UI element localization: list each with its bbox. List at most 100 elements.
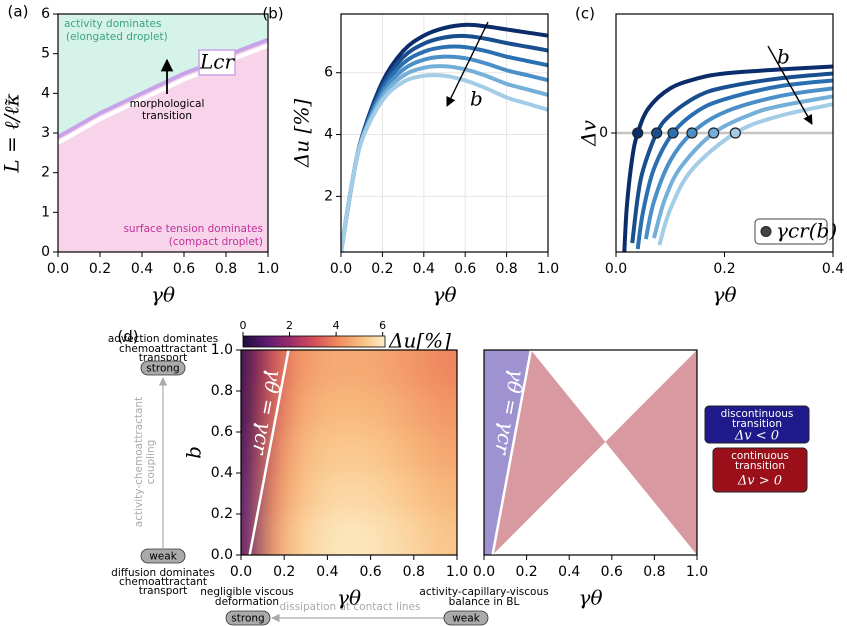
heatmap-cell: [284, 432, 307, 474]
heatmap-cell: [349, 391, 372, 433]
y-tick-label: 0: [599, 125, 608, 141]
heatmap-cell: [241, 350, 264, 392]
heatmap-cell: [349, 514, 372, 555]
boundary-line: [248, 350, 290, 555]
region-right: [492, 350, 697, 555]
x-tick-label: 0.0: [605, 261, 627, 277]
colorbar-tick-label: 4: [333, 319, 340, 332]
heatmap-cell: [413, 391, 436, 433]
heatmap-cell: [241, 514, 264, 555]
heatmap-cell: [241, 473, 264, 515]
annotation: b: [777, 45, 790, 69]
annotation: morphological: [130, 98, 205, 110]
colorbar-tick-label: 2: [286, 319, 293, 332]
annotation: advection dominates: [108, 333, 218, 345]
heatmap-cell: [284, 350, 307, 392]
annotation: b: [470, 87, 483, 111]
b-arrow: [767, 45, 813, 125]
x-tick-label: 0.6: [359, 564, 381, 580]
heatmap-cell: [284, 391, 307, 433]
heatmap-cell: [392, 391, 415, 433]
annotation: transition: [142, 110, 192, 122]
x-tick-label: 0.2: [713, 261, 735, 277]
annotation: dissipation at contact lines: [280, 601, 421, 613]
annotation: chemoattractant: [119, 576, 207, 588]
heatmap-cell: [413, 350, 436, 392]
y-tick-label: 5: [41, 46, 50, 62]
heatmap-cell: [435, 473, 457, 515]
y-axis-label: L = ℓ/ℓ̃κ: [0, 93, 24, 173]
x-tick-label: 0.0: [330, 261, 352, 277]
axes-frame: [340, 13, 549, 253]
annotation: activity-capillary-viscous: [419, 586, 548, 598]
x-tick-label: 0.4: [413, 261, 435, 277]
heatmap-cell: [241, 391, 264, 433]
heatmap-cell: [284, 473, 307, 515]
heatmap-cell: [413, 473, 436, 515]
x-tick-label: 0.2: [515, 564, 537, 580]
plot-area: [58, 14, 268, 252]
pill-label: weak: [452, 613, 480, 625]
heatmap-cell: [327, 432, 350, 474]
annotation: diffusion dominates: [111, 567, 215, 579]
legend-label: Δv < 0: [734, 429, 779, 444]
x-tick-label: 1.0: [537, 261, 559, 277]
plot-area: [484, 350, 697, 555]
y-tick-label: 0.2: [211, 506, 233, 522]
y-tick-label: 1.0: [211, 342, 233, 358]
panel-label: (d): [117, 328, 138, 346]
axes-frame: [483, 349, 698, 556]
pill-label: strong: [146, 363, 179, 375]
x-tick-label: 1.0: [686, 564, 708, 580]
colorbar-label: Δu[%]: [388, 329, 451, 353]
critical-point: [686, 127, 698, 139]
heatmap-cell: [392, 432, 415, 474]
annotation: negligible viscous: [200, 586, 294, 598]
heatmap-cell: [435, 514, 457, 555]
curve-label-box: [198, 49, 236, 76]
x-tick-label: 0.4: [316, 564, 338, 580]
heatmap-cells: [241, 350, 457, 555]
heatmap-cell: [305, 350, 328, 392]
pill: [140, 360, 186, 376]
annotation: (elongated droplet): [66, 31, 168, 43]
heatmap-cell: [435, 350, 457, 392]
pill: [140, 548, 186, 564]
y-tick-label: 0.4: [211, 465, 233, 481]
heatmap-cell: [305, 473, 328, 515]
annotation: activity dominates: [64, 18, 161, 30]
x-tick-label: 0.6: [454, 261, 476, 277]
critical-point: [632, 127, 644, 139]
x-axis-label: γθ: [579, 586, 603, 610]
legend-label: Δv > 0: [737, 474, 782, 489]
heatmap-cell: [392, 350, 415, 392]
x-tick-label: 0.2: [89, 261, 111, 277]
y-axis-label: Δv: [577, 119, 601, 146]
curve: [635, 78, 833, 250]
annotation: transport: [139, 585, 188, 597]
plot-area: [241, 350, 457, 555]
y-axis-label: Δu [%]: [290, 99, 314, 168]
heatmap-cell: [262, 514, 285, 555]
colorbar-tick-label: 6: [379, 319, 386, 332]
pill-label: strong: [231, 613, 264, 625]
x-tick-label: 0.2: [371, 261, 393, 277]
annotation: balance in BL: [449, 596, 520, 608]
x-axis-label: γθ: [151, 283, 175, 307]
heatmap-cell: [349, 432, 372, 474]
x-tick-label: 0.6: [173, 261, 195, 277]
heatmap-cell: [413, 432, 436, 474]
axes-frame: [240, 349, 458, 556]
x-tick-label: 0.4: [822, 261, 844, 277]
x-tick-label: 1.0: [446, 564, 468, 580]
y-axis-label: b: [182, 446, 206, 459]
y-tick-label: 0.6: [211, 424, 233, 440]
critical-point: [708, 127, 720, 139]
x-axis-label: γθ: [337, 586, 361, 610]
curve: [630, 71, 833, 244]
annotation: coupling: [145, 440, 157, 485]
heatmap-cell: [327, 473, 350, 515]
heatmap-cell: [435, 432, 457, 474]
annotation: deformation: [215, 596, 279, 608]
annotation: surface tension dominates: [123, 223, 263, 235]
